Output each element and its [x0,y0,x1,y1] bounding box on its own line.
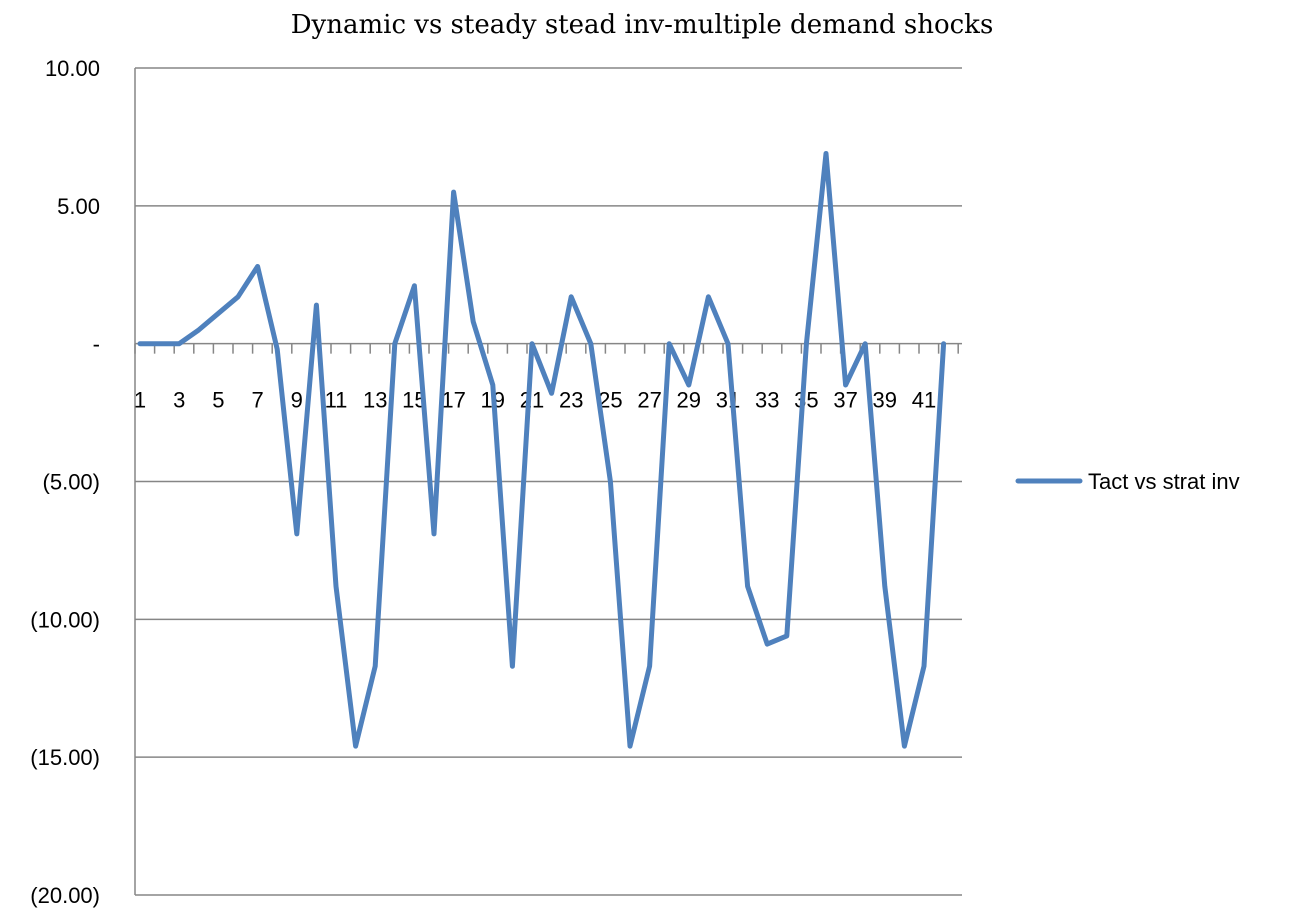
series-line [137,151,947,749]
x-tick-label: 39 [873,388,897,413]
y-tick-label: 10.00 [45,56,100,81]
x-tick-label: 41 [912,388,936,413]
x-tick-label: 13 [363,388,387,413]
x-tick-label: 35 [794,388,818,413]
x-tick-label: 17 [441,388,465,413]
x-tick-label: 33 [755,388,779,413]
legend: Tact vs strat inv [1015,469,1240,494]
legend-label: Tact vs strat inv [1088,469,1240,494]
y-tick-label: (5.00) [43,470,100,495]
x-tick-label: 29 [677,388,701,413]
x-tick-label: 3 [173,388,185,413]
series-layer [137,151,947,749]
x-tick-label: 7 [251,388,263,413]
y-axis: 10.00 5.00 - (5.00) (10.00) (15.00) (20.00) [30,56,136,908]
x-tick-label: 1 [134,388,146,413]
x-tick-label: 31 [716,388,740,413]
gridlines [135,67,962,896]
x-tick-label: 5 [212,388,224,413]
x-axis: 1 3 5 7 9 11 13 15 17 19 21 23 25 27 29 31 33 35 37 39 41 [134,342,962,413]
y-tick-label: (10.00) [30,607,100,632]
y-tick-label: (15.00) [30,745,100,770]
x-tick-label: 11 [325,388,348,413]
y-tick-label: - [93,332,100,357]
chart-title: Dynamic vs steady stead inv-multiple dem… [291,10,994,40]
x-tick-label: 9 [291,388,303,413]
y-tick-label: 5.00 [57,194,100,219]
x-tick-label: 37 [833,388,857,413]
x-tick-label: 27 [637,388,661,413]
x-tick-label: 23 [559,388,583,413]
y-tick-label: (20.00) [30,883,100,908]
x-tick-label: 21 [520,388,544,413]
